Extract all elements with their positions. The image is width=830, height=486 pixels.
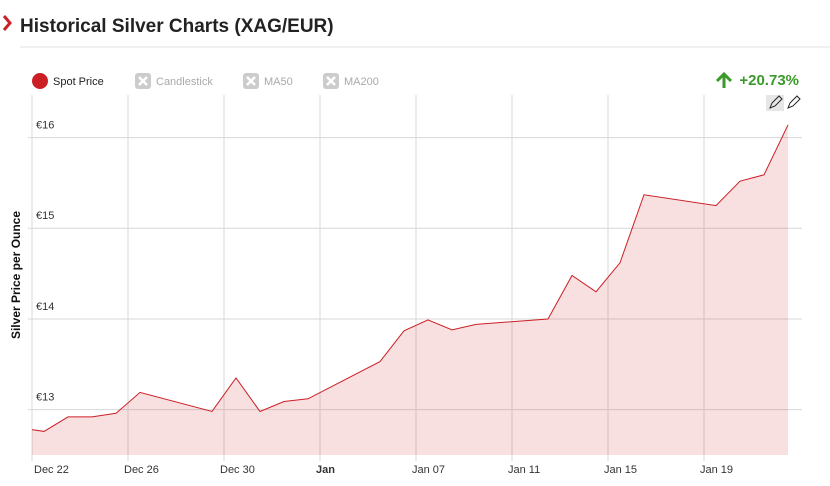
x-tick-label: Jan 07 — [412, 464, 445, 476]
x-tick-label: Jan 15 — [604, 464, 637, 476]
edit-icons[interactable] — [766, 95, 801, 111]
change-label: +20.73% — [739, 72, 799, 89]
legend-swatch-x — [326, 76, 336, 86]
legend-label: Spot Price — [53, 76, 104, 88]
x-tick-label: Jan — [316, 464, 335, 476]
legend-label: MA50 — [264, 76, 293, 88]
legend-item-inactive[interactable]: Candlestick — [135, 73, 213, 89]
legend-item[interactable]: Spot Price — [32, 73, 104, 89]
chart-title: Historical Silver Charts (XAG/EUR) — [20, 16, 334, 37]
x-tick-label: Dec 26 — [124, 464, 159, 476]
x-tick-label: Dec 22 — [34, 464, 69, 476]
y-tick-label: €16 — [36, 120, 54, 132]
change-arrow — [715, 71, 733, 88]
legend-label: Candlestick — [156, 76, 213, 88]
legend-swatch-x — [138, 76, 148, 86]
area-fill — [32, 124, 788, 455]
legend-label: MA200 — [344, 76, 379, 88]
legend-item-inactive[interactable]: MA200 — [323, 73, 379, 89]
legend-item-inactive[interactable]: MA50 — [243, 73, 293, 89]
title-chevron — [2, 15, 12, 31]
series-line — [31, 124, 789, 432]
y-tick-label: €14 — [36, 301, 54, 313]
legend-swatch-x — [246, 76, 256, 86]
y-tick-label: €15 — [36, 210, 54, 222]
y-tick-label: €13 — [36, 392, 54, 404]
x-tick-label: Jan 19 — [700, 464, 733, 476]
y-axis-label: Silver Price per Ounce — [9, 211, 23, 339]
legend-swatch — [32, 73, 48, 89]
x-tick-label: Dec 30 — [220, 464, 255, 476]
x-tick-label: Jan 11 — [508, 464, 540, 476]
